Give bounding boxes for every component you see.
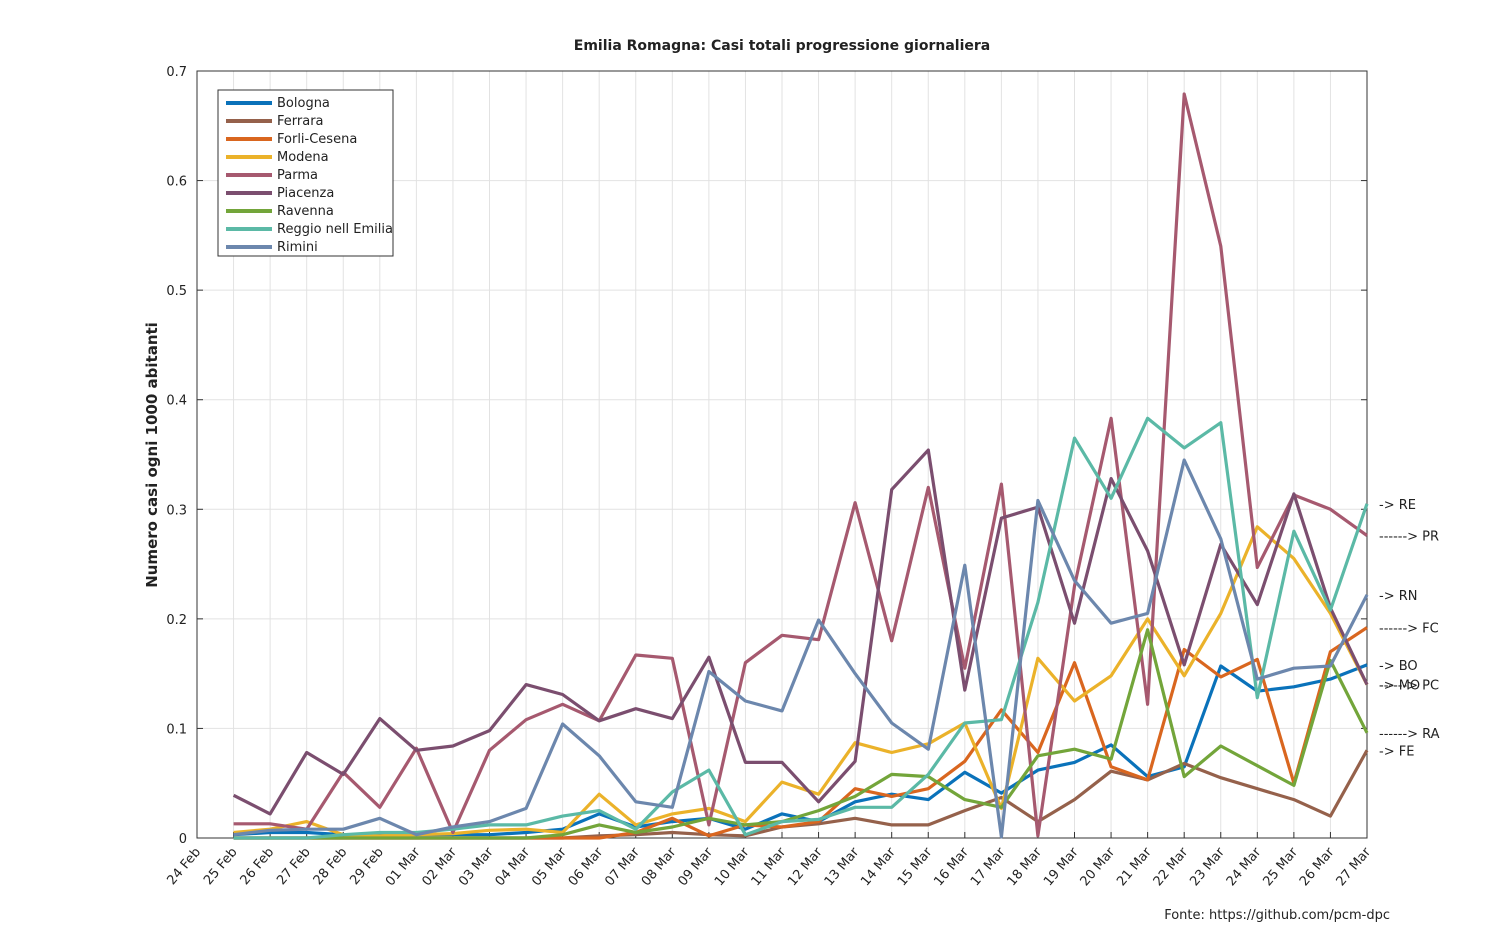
legend-label: Ferrara — [277, 114, 324, 129]
end-annotation: ------> RA — [1379, 727, 1440, 742]
legend-label: Ravenna — [277, 204, 334, 219]
end-annotation: -> MO — [1379, 679, 1420, 694]
chart-title: Emilia Romagna: Casi totali progressione… — [574, 38, 990, 54]
end-annotation: -> RE — [1379, 498, 1416, 513]
legend-label: Modena — [277, 150, 329, 165]
y-axis-label: Numero casi ogni 1000 abitanti — [143, 322, 161, 588]
legend-label: Bologna — [277, 96, 330, 111]
y-tick-label: 0.7 — [166, 65, 187, 80]
legend-label: Parma — [277, 168, 318, 183]
plot-frame — [196, 70, 1368, 839]
series-line — [233, 628, 1369, 840]
end-annotation: ------> PC — [1379, 679, 1439, 694]
y-tick-label: 0.4 — [166, 394, 187, 409]
end-annotation: -> BO — [1379, 659, 1418, 674]
end-annotation: ------> FC — [1379, 622, 1439, 637]
legend-label: Forli-Cesena — [277, 132, 357, 147]
y-tick-label: 0.2 — [166, 613, 187, 628]
series-line — [232, 448, 1369, 816]
y-tick-label: 0.1 — [166, 722, 187, 737]
legend-label: Piacenza — [277, 186, 334, 201]
y-tick-label: 0.5 — [166, 284, 187, 299]
end-annotation: -> FE — [1379, 744, 1414, 759]
series-line — [233, 92, 1368, 838]
source: Fonte: https://github.com/pcm-dpc — [1164, 908, 1390, 923]
y-tick-label: 0 — [179, 832, 187, 847]
legend-label: Rimini — [277, 240, 318, 255]
legend-label: Reggio nell Emilia — [277, 222, 393, 237]
series-line — [233, 458, 1369, 839]
y-tick-label: 0.3 — [166, 503, 187, 518]
end-annotation: -> RN — [1379, 589, 1417, 604]
end-annotation: ------> PR — [1379, 530, 1439, 545]
y-tick-label: 0.6 — [166, 175, 187, 190]
